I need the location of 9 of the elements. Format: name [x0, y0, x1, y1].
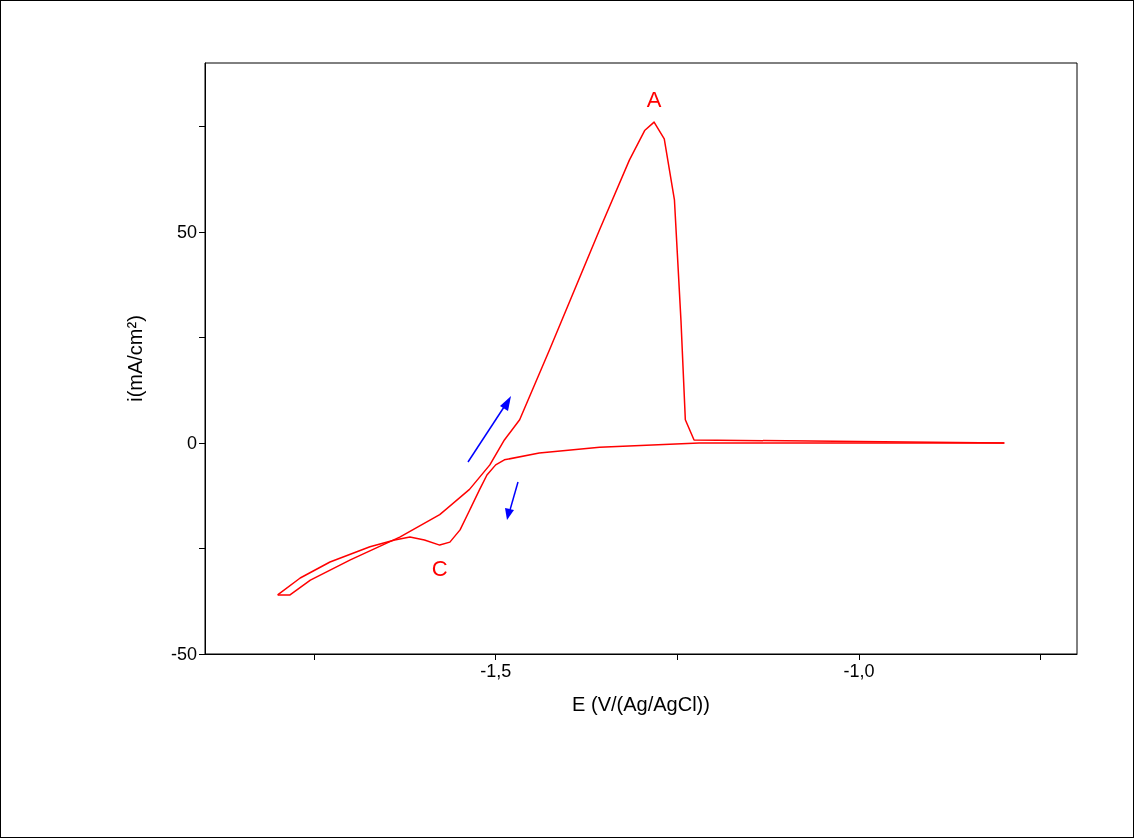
y-axis-title: i(mA/cm²) — [124, 315, 146, 402]
x-tick-label: -1,5 — [480, 661, 512, 681]
x-tick-label: -1,0 — [843, 661, 875, 681]
y-tick-label: 0 — [186, 432, 197, 453]
y-tick-label: 50 — [176, 221, 197, 242]
annotation: C — [431, 555, 448, 581]
annotation: A — [646, 86, 662, 112]
x-axis-title: E (V/(Ag/AgCl)) — [572, 693, 710, 715]
y-tick-label: -50 — [170, 644, 197, 664]
